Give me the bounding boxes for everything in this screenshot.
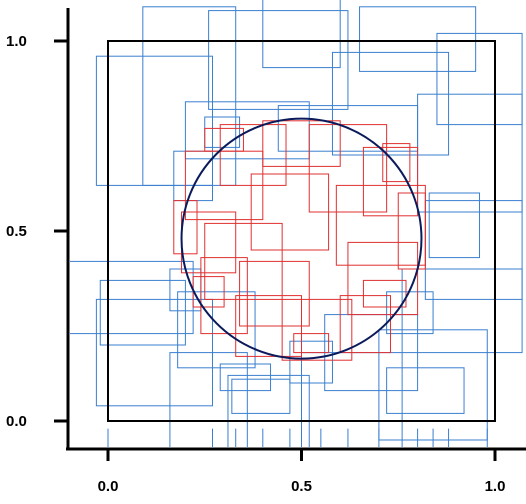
outer-rectangle — [177, 291, 256, 369]
inner-rectangle — [250, 173, 330, 251]
outer-rectangle — [289, 340, 333, 384]
reference-circle — [180, 117, 423, 360]
outer-rectangle — [417, 93, 523, 213]
outer-rectangle — [262, 0, 341, 69]
y-tick-label: 1.0 — [6, 33, 27, 50]
inner-rectangle — [204, 127, 244, 152]
outer-rectangle — [359, 6, 477, 72]
outer-rectangle — [219, 363, 272, 392]
inner-rectangle — [382, 143, 411, 183]
x-tick-label: 0.5 — [291, 478, 312, 495]
inner-rectangle — [200, 257, 248, 335]
outer-rectangle — [204, 116, 241, 148]
outer-rectangle — [231, 378, 291, 414]
outer-rectangle — [424, 200, 523, 300]
chart-ticks — [54, 39, 497, 461]
inner-rectangle — [281, 298, 353, 361]
outer-rectangle — [277, 105, 419, 152]
inner-rectangle — [339, 295, 392, 354]
outer-rectangle — [95, 298, 213, 407]
inner-rectangle — [335, 184, 426, 266]
y-tick-label: 0.5 — [6, 223, 27, 240]
inner-rectangle — [308, 124, 388, 213]
inner-rectangle — [293, 333, 330, 354]
inner-rectangle — [173, 200, 198, 255]
outer-rectangle — [331, 51, 450, 156]
chart-marks — [70, 0, 523, 447]
outer-rectangle — [436, 32, 523, 126]
y-tick-label: 0.0 — [6, 413, 27, 430]
outer-rectangle — [428, 192, 481, 259]
inner-rectangle — [262, 120, 341, 167]
outer-rectangle — [386, 291, 434, 335]
x-tick-label: 1.0 — [485, 478, 506, 495]
inner-rectangle — [181, 211, 237, 274]
outer-rectangle — [227, 374, 310, 447]
outer-rectangle — [184, 101, 310, 160]
inner-rectangle — [362, 279, 407, 308]
chart-axes — [66, 8, 526, 451]
inner-rectangle — [362, 146, 419, 217]
chart-tick-labels: 0.0 0.5 1.0 0.0 0.5 1.0 — [6, 33, 505, 495]
x-tick-label: 0.0 — [98, 478, 119, 495]
outer-rectangle — [99, 279, 186, 346]
outer-rectangle — [70, 260, 194, 335]
outer-rectangle — [401, 268, 523, 354]
outer-rectangle — [142, 6, 237, 186]
outer-rectangle — [169, 352, 248, 447]
outer-rectangle — [208, 10, 349, 110]
domain-box — [107, 40, 496, 422]
inner-rectangle — [347, 241, 419, 316]
inner-rectangle — [239, 260, 310, 327]
outer-rectangle — [378, 329, 488, 441]
inner-rectangle — [219, 124, 287, 186]
outer-rectangle — [95, 55, 213, 186]
